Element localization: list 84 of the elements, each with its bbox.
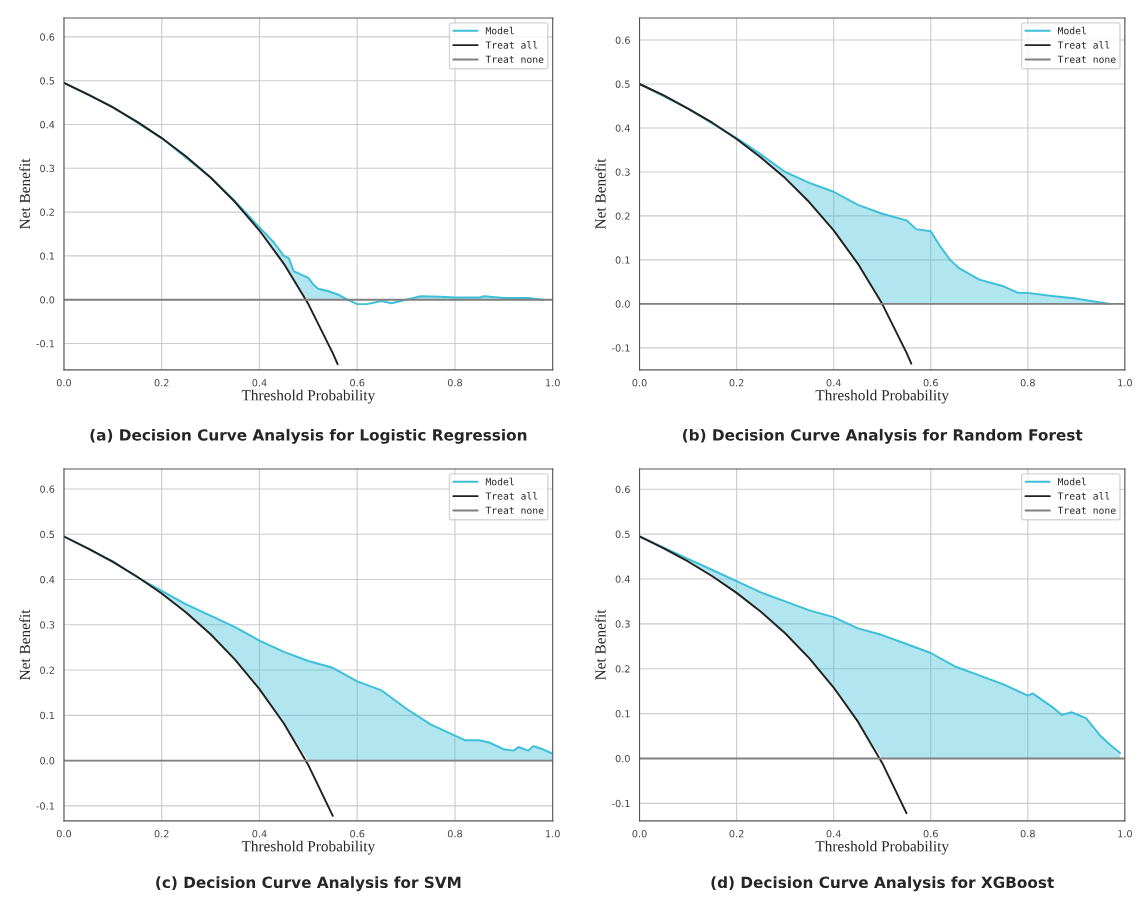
text: (c) Decision Curve Analysis for SVM: [156, 876, 461, 892]
y-tick-label: 0.0: [615, 300, 630, 308]
y-tick-label: 0.0: [40, 296, 55, 304]
y-tick-label: 0.1: [40, 252, 55, 260]
legend-label: Model: [485, 477, 514, 486]
legend-label: Treat all: [485, 41, 538, 49]
x-tick-label: 0.2: [729, 830, 744, 838]
line-series: [639, 83, 913, 365]
x-tick-label: 0.0: [632, 830, 647, 838]
y-tick-label: 0.6: [40, 485, 55, 493]
y-tick-label: 0.3: [40, 621, 55, 629]
y-axis-title: Net Benefit: [19, 158, 31, 229]
x-tick-label: 0.2: [154, 830, 169, 838]
x-tick-label: 0.4: [826, 379, 841, 387]
legend-label: Treat none: [1057, 506, 1116, 515]
y-tick-label: 0.4: [40, 575, 55, 584]
text: (a) Decision Curve Analysis for Logistic Regression: [90, 428, 527, 444]
y-axis-title: Net Benefit: [19, 609, 31, 680]
x-tick-label: 0.4: [252, 379, 267, 387]
y-tick-label: 0.4: [615, 124, 630, 132]
text: (b) Decision Curve Analysis for Random Forest: [683, 428, 1083, 444]
x-tick-label: 0.6: [923, 830, 938, 838]
y-tick-label: 0.3: [615, 168, 630, 176]
x-tick-label: 0.8: [447, 830, 463, 838]
x-axis-title: Threshold Probability: [815, 840, 949, 855]
x-tick-label: 0.6: [923, 379, 938, 387]
y-tick-label: 0.5: [40, 77, 55, 85]
x-tick-label: 0.8: [1020, 379, 1035, 387]
y-tick-label: 0.1: [615, 710, 630, 718]
x-tick-label: 1.0: [1118, 379, 1132, 387]
legend-label: Treat none: [485, 55, 544, 64]
y-tick-label: 0.5: [615, 80, 630, 88]
x-axis-title: Threshold Probability: [815, 389, 949, 404]
legend-label: Model: [485, 26, 514, 35]
y-tick-label: 0.4: [40, 120, 55, 129]
y-tick-label: 0.3: [615, 620, 630, 628]
y-tick-label: 0.2: [40, 666, 54, 674]
legend-label: Model: [1058, 477, 1086, 486]
y-tick-label: 0.6: [40, 33, 55, 41]
y-tick-label: -0.1: [36, 802, 55, 810]
line-series: [639, 535, 908, 815]
legend-label: Treat none: [1057, 55, 1116, 64]
line-series: [63, 535, 334, 817]
x-tick-label: 0.6: [350, 830, 365, 838]
line-series: [63, 81, 339, 366]
text: (d) Decision Curve Analysis for XGBoost: [711, 876, 1054, 892]
y-tick-label: -0.1: [36, 340, 55, 348]
y-tick-label: 0.1: [40, 711, 55, 720]
legend-label: Treat all: [485, 492, 538, 500]
y-tick-label: 0.2: [615, 665, 630, 673]
y-tick-label: 0.2: [615, 212, 630, 220]
x-tick-label: 1.0: [546, 379, 560, 387]
x-tick-label: 0.6: [350, 379, 365, 387]
x-tick-label: 1.0: [546, 830, 560, 838]
x-axis-title: Threshold Probability: [241, 840, 376, 855]
y-axis-title: Net Benefit: [594, 158, 606, 229]
x-tick-label: 0.0: [632, 379, 647, 387]
x-axis-title: Threshold Probability: [241, 389, 376, 404]
x-tick-label: 1.0: [1118, 830, 1132, 838]
y-tick-label: 0.6: [615, 485, 630, 494]
y-tick-label: 0.3: [40, 164, 55, 173]
y-tick-label: 0.0: [40, 757, 55, 765]
y-tick-label: 0.5: [615, 530, 630, 538]
legend-label: Model: [1058, 26, 1086, 35]
y-tick-label: 0.2: [40, 208, 54, 216]
x-tick-label: 0.4: [252, 830, 267, 838]
legend-label: Treat all: [1057, 41, 1110, 49]
legend-label: Treat none: [485, 506, 544, 515]
y-tick-label: -0.1: [612, 799, 630, 808]
x-tick-label: 0.2: [154, 379, 169, 387]
y-tick-label: 0.0: [615, 754, 630, 763]
y-tick-label: 0.1: [615, 256, 630, 264]
legend-label: Treat all: [1057, 492, 1110, 500]
y-tick-label: -0.1: [612, 344, 630, 352]
y-axis-title: Net Benefit: [594, 609, 606, 680]
y-tick-label: 0.5: [40, 530, 55, 539]
x-tick-label: 0.8: [447, 379, 463, 387]
y-tick-label: 0.4: [615, 575, 630, 583]
x-tick-label: 0.0: [56, 830, 72, 838]
y-tick-label: 0.6: [615, 36, 630, 44]
x-tick-label: 0.4: [826, 830, 841, 838]
x-tick-label: 0.8: [1020, 830, 1035, 838]
x-tick-label: 0.2: [729, 379, 744, 387]
x-tick-label: 0.0: [56, 379, 72, 387]
